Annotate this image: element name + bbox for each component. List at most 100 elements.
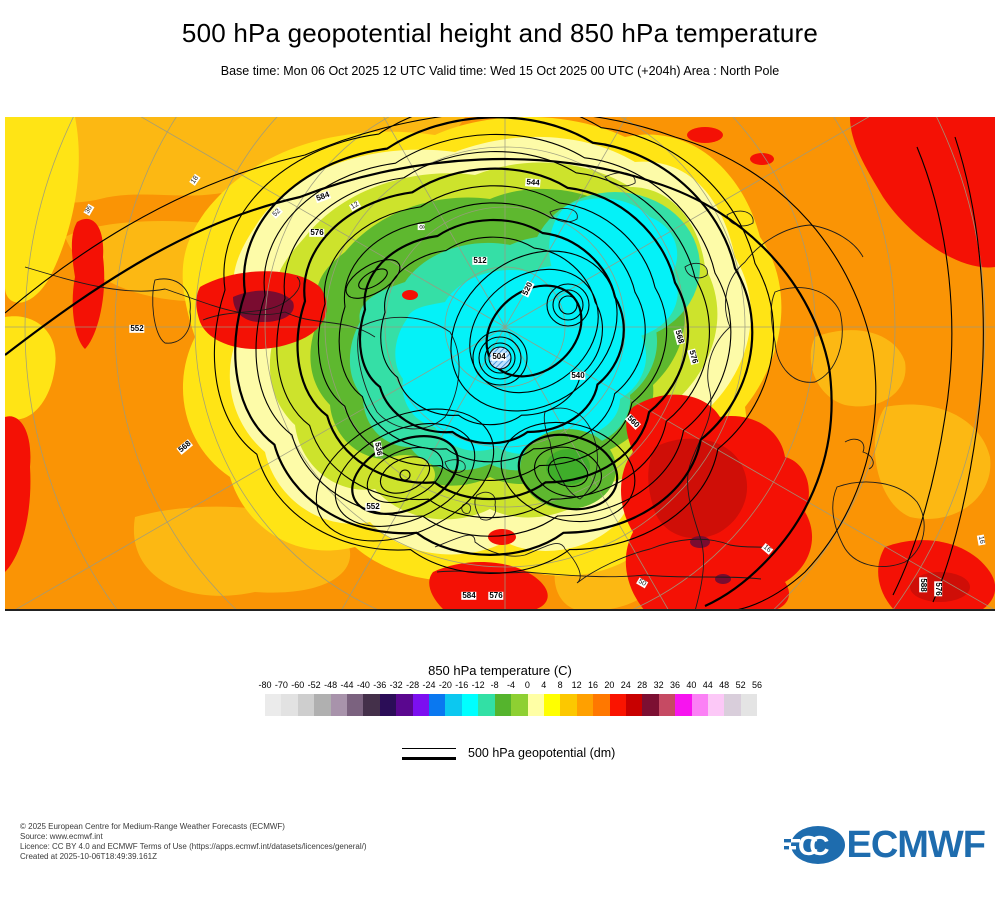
colorbar-segment bbox=[494, 694, 512, 716]
colorbar-segment bbox=[675, 694, 692, 716]
colorbar-tick: 24 bbox=[620, 680, 631, 690]
colorbar-segment bbox=[297, 694, 315, 716]
colorbar-tick: -4 bbox=[506, 680, 516, 690]
colorbar-segment bbox=[396, 694, 413, 716]
colorbar-tick: -32 bbox=[389, 680, 403, 690]
colorbar-tick: -52 bbox=[307, 680, 321, 690]
page-title: 500 hPa geopotential height and 850 hPa … bbox=[181, 18, 819, 48]
contour-label: 584 bbox=[461, 590, 477, 601]
colorbar-tick: -16 bbox=[455, 680, 469, 690]
colorbar-tick: 40 bbox=[686, 680, 697, 690]
contour-label: 552 bbox=[129, 323, 145, 334]
colorbar-segment bbox=[265, 694, 282, 716]
footer-line: Licence: CC BY 4.0 and ECMWF Terms of Us… bbox=[20, 842, 367, 851]
ecmwf-logo-text: ECMWF bbox=[846, 824, 986, 866]
colorbar-tick: 12 bbox=[571, 680, 582, 690]
colorbar-segment bbox=[576, 694, 594, 716]
colorbar-segment bbox=[330, 694, 348, 716]
geopotential-outer-contours bbox=[5, 117, 984, 609]
graticule-label: 16 bbox=[976, 534, 986, 546]
colorbar-segment bbox=[642, 694, 659, 716]
thin-contour-line bbox=[402, 748, 456, 749]
colorbar-tick: -8 bbox=[490, 680, 499, 690]
coastlines bbox=[24, 172, 925, 609]
thick-contour-line bbox=[402, 757, 456, 760]
geopotential-inner-rings bbox=[315, 250, 636, 542]
colorbar-segment bbox=[281, 694, 298, 716]
colorbar-segment bbox=[543, 694, 561, 716]
colorbar-segment bbox=[593, 694, 610, 716]
colorbar-segment bbox=[625, 694, 643, 716]
colorbar-tick: -40 bbox=[356, 680, 370, 690]
colorbar-segment bbox=[478, 694, 495, 716]
contour-label: 504 bbox=[491, 351, 507, 362]
ecmwf-emblem-icon: CC bbox=[784, 826, 846, 864]
colorbar-tick: -44 bbox=[340, 680, 354, 690]
footer-line: © 2025 European Centre for Medium-Range … bbox=[20, 822, 285, 831]
temperature-yellow-patches bbox=[5, 117, 79, 420]
colorbar-tick: 32 bbox=[653, 680, 664, 690]
colorbar-tick: 48 bbox=[719, 680, 730, 690]
colorbar-segment bbox=[560, 694, 577, 716]
contour-label: 576 bbox=[309, 227, 325, 238]
colorbar-tick: -12 bbox=[471, 680, 485, 690]
footer-line: Created at 2025-10-06T18:49:39.161Z bbox=[20, 852, 157, 861]
colorbar-segment bbox=[363, 694, 380, 716]
colorbar-segment bbox=[527, 694, 544, 716]
contour-label: 552 bbox=[365, 501, 381, 512]
footer-attribution: © 2025 European Centre for Medium-Range … bbox=[20, 822, 367, 862]
colorbar-tick: 20 bbox=[604, 680, 615, 690]
colorbar-segment bbox=[461, 694, 479, 716]
colorbar-tick: -24 bbox=[422, 680, 436, 690]
colorbar-segment bbox=[445, 694, 462, 716]
colorbar-tick: 56 bbox=[751, 680, 763, 690]
temperature-colorbar bbox=[265, 694, 758, 716]
colorbar-segment bbox=[379, 694, 397, 716]
colorbar-tick: -36 bbox=[373, 680, 387, 690]
colorbar-tick: -70 bbox=[274, 680, 288, 690]
colorbar-segment bbox=[412, 694, 430, 716]
colorbar-segment bbox=[707, 694, 725, 716]
graticule-label: 8 bbox=[417, 224, 425, 230]
contour-label: 540 bbox=[570, 370, 586, 381]
weather-map-canvas bbox=[5, 117, 995, 609]
contour-label: 536 bbox=[372, 440, 385, 458]
colorbar-tick: 44 bbox=[702, 680, 713, 690]
colorbar-tick: 4 bbox=[541, 680, 547, 690]
footer-line: Source: www.ecmwf.int bbox=[20, 832, 103, 841]
contour-label: 588 bbox=[918, 577, 929, 593]
colorbar-segment bbox=[740, 694, 758, 716]
colorbar-tick: -20 bbox=[438, 680, 452, 690]
colorbar-tick: -60 bbox=[291, 680, 305, 690]
contour-label: 544 bbox=[524, 177, 542, 188]
colorbar-segment bbox=[724, 694, 741, 716]
colorbar-tick: 8 bbox=[557, 680, 563, 690]
colorbar-tick: -28 bbox=[406, 680, 420, 690]
east-low-core bbox=[546, 449, 590, 485]
colorbar-title: 850 hPa temperature (C) bbox=[428, 663, 572, 678]
contour-label: 576 bbox=[933, 581, 944, 597]
contour-label: 512 bbox=[472, 255, 488, 266]
contour-label: 576 bbox=[488, 590, 504, 601]
ecmwf-logo: CC ECMWF bbox=[784, 824, 986, 866]
colorbar-segment bbox=[347, 694, 364, 716]
weather-map: 584 576 552 568 552 536 512 520 504 540 560 544 568 5… bbox=[5, 117, 995, 611]
page-subtitle: Base time: Mon 06 Oct 2025 12 UTC Valid … bbox=[220, 64, 780, 78]
colorbar-segment bbox=[658, 694, 676, 716]
colorbar-tick: -48 bbox=[324, 680, 338, 690]
colorbar-tick: 16 bbox=[587, 680, 599, 690]
colorbar-segment bbox=[691, 694, 708, 716]
colorbar-tick: 0 bbox=[524, 680, 530, 690]
colorbar-segment bbox=[511, 694, 528, 716]
colorbar-segment bbox=[314, 694, 331, 716]
colorbar-tick: 36 bbox=[669, 680, 681, 690]
colorbar-tick: 52 bbox=[735, 680, 746, 690]
contour-line-sample bbox=[402, 748, 456, 760]
colorbar-ticks: -80 -70 -60 -52 -48 -44 -40 -36 -32 -28 -24 -20 -16-… bbox=[257, 680, 765, 691]
colorbar-segment bbox=[609, 694, 626, 716]
colorbar-tick: -80 bbox=[258, 680, 272, 690]
colorbar-segment bbox=[429, 694, 446, 716]
colorbar-tick: 28 bbox=[637, 680, 648, 690]
geopotential-legend-label: 500 hPa geopotential (dm) bbox=[468, 746, 616, 760]
